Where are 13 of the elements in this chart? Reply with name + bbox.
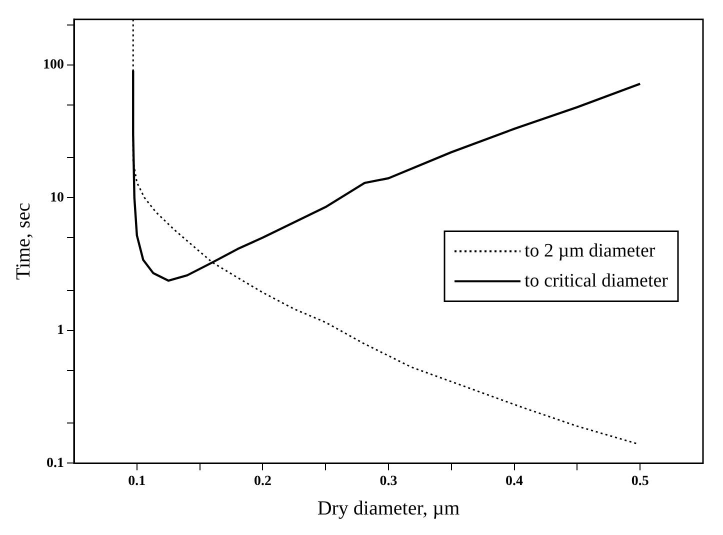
x-tick-label: 0.1	[128, 474, 146, 490]
x-tick-label: 0.5	[631, 474, 649, 490]
legend-label: to 2 µm diameter	[524, 240, 656, 262]
y-tick-label: 100	[43, 57, 64, 72]
y-tick-label: 10	[50, 190, 64, 206]
x-axis-title: Dry diameter, µm	[317, 497, 460, 520]
y-tick-label: 0.1	[46, 456, 64, 471]
y-tick-label: 1	[57, 323, 64, 338]
x-tick-label: 0.3	[380, 474, 398, 490]
x-tick-label: 0.2	[254, 474, 272, 490]
y-axis-title: Time, sec	[12, 202, 34, 280]
legend-label: to critical diameter	[524, 270, 669, 292]
x-tick-label: 0.4	[506, 474, 524, 490]
